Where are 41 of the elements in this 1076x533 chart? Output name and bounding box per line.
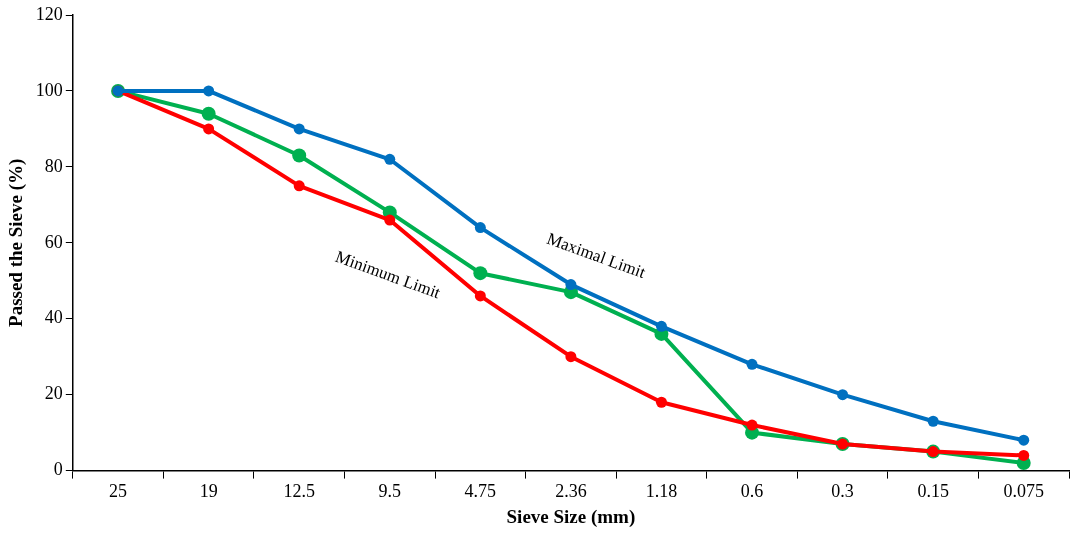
point <box>1018 449 1030 461</box>
y-tick-label: 0 <box>53 459 63 480</box>
y-tick-label: 120 <box>35 3 63 24</box>
y-tick-label: 60 <box>44 231 63 252</box>
point <box>384 153 396 165</box>
y-tick-label: 20 <box>44 383 63 404</box>
x-tick-label: 0.3 <box>831 481 854 502</box>
point <box>203 123 215 135</box>
x-axis-title: Sieve Size (mm) <box>506 505 636 528</box>
point <box>203 85 215 97</box>
x-tick-label: 0.15 <box>917 481 949 502</box>
point <box>746 358 758 370</box>
x-tick-label: 25 <box>109 481 128 502</box>
x-tick-label: 4.75 <box>464 481 497 502</box>
point <box>384 214 396 226</box>
point <box>201 106 216 121</box>
x-tick-label: 0.6 <box>740 481 764 502</box>
y-tick-label: 100 <box>35 79 63 100</box>
point <box>927 415 939 427</box>
point <box>293 180 305 192</box>
point <box>473 266 488 281</box>
point <box>292 148 307 163</box>
x-tick-label: 19 <box>199 481 218 502</box>
point <box>474 222 486 234</box>
x-tick-label: 12.5 <box>283 481 315 502</box>
point <box>565 351 577 363</box>
x-tick-label: 2.36 <box>555 481 587 502</box>
x-tick-label: 1.18 <box>645 481 678 502</box>
point <box>1018 434 1030 446</box>
point <box>655 320 667 332</box>
x-tick-label: 9.5 <box>378 481 402 502</box>
y-axis-title: Passed the Sieve (%) <box>5 158 28 327</box>
point <box>837 389 849 401</box>
point <box>474 290 486 302</box>
point <box>565 279 577 291</box>
x-tick-label: 0.075 <box>1003 481 1044 502</box>
y-tick-label: 40 <box>44 307 63 328</box>
point <box>746 419 758 431</box>
point <box>655 396 667 408</box>
y-tick-label: 80 <box>44 155 63 176</box>
point <box>293 123 305 135</box>
